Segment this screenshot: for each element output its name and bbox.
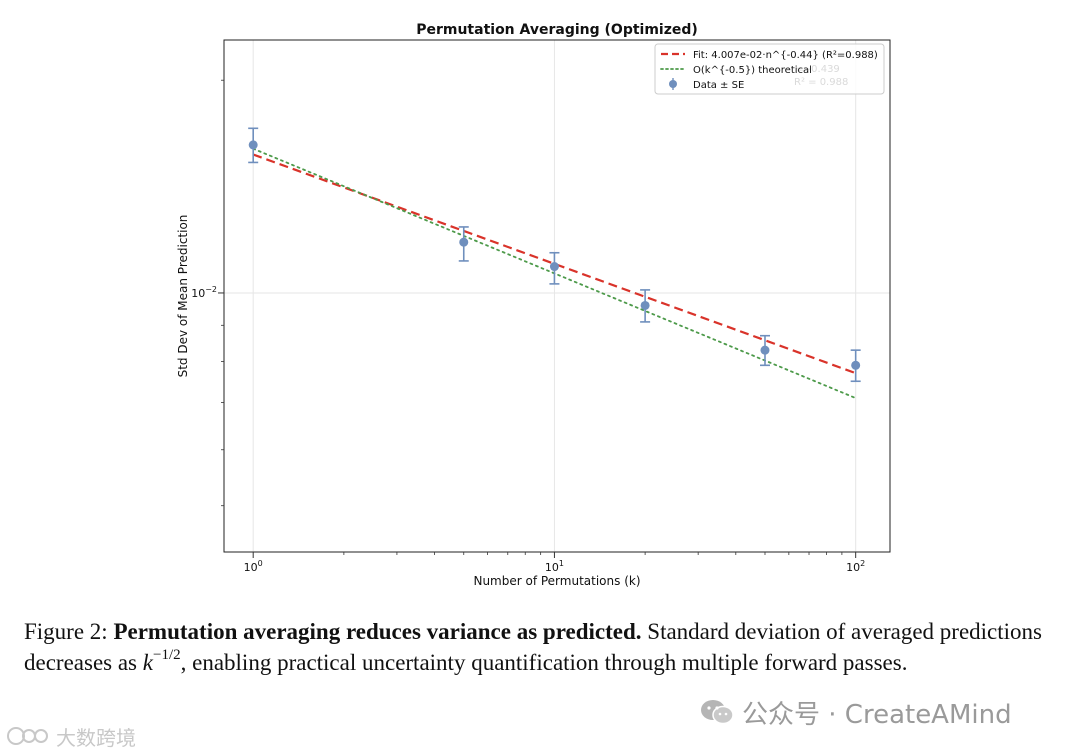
legend-label: Data ± SE bbox=[693, 80, 744, 91]
x-tick-label: 102 bbox=[846, 559, 865, 574]
y-tick-label: 10−2 bbox=[191, 285, 217, 300]
caption-label: Figure 2: bbox=[24, 619, 108, 644]
caption-math-exp: −1/2 bbox=[152, 647, 181, 664]
legend-swatch bbox=[669, 80, 677, 88]
caption-bold: Permutation averaging reduces variance a… bbox=[113, 619, 642, 644]
legend-label: Fit: 4.007e-02·n^{-0.44} (R²=0.988) bbox=[693, 50, 878, 61]
brand-logo-icon bbox=[6, 724, 50, 748]
x-axis-label: Number of Permutations (k) bbox=[473, 574, 640, 588]
legend-label: O(k^{-0.5}) theoretical bbox=[693, 65, 812, 76]
x-tick-label: 101 bbox=[545, 559, 564, 574]
watermark-left: 大数跨境 bbox=[6, 722, 136, 750]
legend-box bbox=[654, 43, 885, 95]
watermark-left-text: 大数跨境 bbox=[56, 725, 136, 750]
watermark-right: 公众号 · CreateAMind bbox=[700, 694, 1012, 730]
data-point bbox=[248, 140, 258, 150]
caption-text-before: Standard deviation of averaged predictio… bbox=[24, 619, 1042, 675]
x-tick-label: 100 bbox=[244, 559, 263, 574]
legend-ghost-text: R² = 0.988 bbox=[794, 77, 848, 88]
series bbox=[248, 127, 861, 399]
legend: = -0.439 R² = 0.988 Fit: 4.007e-02·n^{-0.4… bbox=[654, 43, 885, 95]
chart: Permutation Averaging (Optimized) 100 101… bbox=[176, 22, 891, 588]
plot-frame bbox=[223, 39, 891, 553]
legend-ghost-text: = -0.439 bbox=[796, 64, 840, 75]
caption-text-after: , enabling practical uncertainty quantif… bbox=[180, 650, 908, 675]
data-point bbox=[760, 345, 770, 355]
caption-math-base: k bbox=[142, 650, 153, 675]
y-axis-label: Std Dev of Mean Prediction bbox=[176, 215, 190, 378]
data-point bbox=[549, 262, 559, 272]
chart-title: Permutation Averaging (Optimized) bbox=[416, 22, 698, 38]
wechat-icon bbox=[700, 698, 734, 726]
watermark-right-text: 公众号 · CreateAMind bbox=[742, 699, 1012, 730]
data-point bbox=[851, 360, 861, 370]
figure-caption: Figure 2: Permutation averaging reduces … bbox=[24, 616, 1054, 678]
grid-lines bbox=[224, 40, 890, 552]
data-point bbox=[459, 237, 469, 247]
data-point bbox=[640, 300, 650, 310]
axis-ticks: 100 101 102 10−2 bbox=[191, 79, 865, 574]
